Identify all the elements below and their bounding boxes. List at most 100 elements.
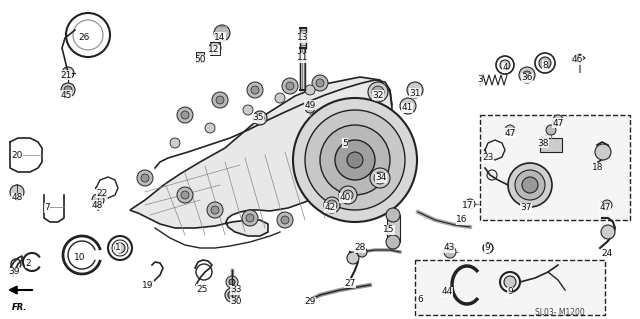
Circle shape (386, 208, 400, 222)
Circle shape (444, 246, 456, 258)
Circle shape (539, 57, 551, 69)
Circle shape (209, 42, 221, 54)
Text: 10: 10 (74, 254, 86, 263)
Circle shape (243, 105, 253, 115)
Circle shape (357, 247, 367, 257)
Text: 37: 37 (520, 204, 532, 212)
Circle shape (92, 194, 104, 206)
Text: 9: 9 (484, 243, 490, 253)
Circle shape (253, 111, 267, 125)
Circle shape (62, 67, 74, 79)
Text: 16: 16 (456, 216, 468, 225)
Text: 41: 41 (401, 103, 413, 113)
Circle shape (228, 291, 236, 299)
Circle shape (316, 79, 324, 87)
Circle shape (519, 67, 535, 83)
Circle shape (246, 214, 254, 222)
Circle shape (305, 103, 315, 113)
Circle shape (181, 191, 189, 199)
Polygon shape (540, 138, 562, 152)
Circle shape (256, 114, 264, 122)
Polygon shape (196, 52, 204, 62)
Circle shape (226, 276, 238, 288)
Circle shape (324, 197, 340, 213)
Text: 27: 27 (344, 278, 356, 287)
Circle shape (305, 85, 315, 95)
Text: 47: 47 (599, 204, 611, 212)
Text: 20: 20 (12, 151, 22, 160)
Text: 48: 48 (92, 201, 102, 210)
Circle shape (181, 111, 189, 119)
Polygon shape (130, 77, 392, 236)
Circle shape (64, 86, 72, 94)
Circle shape (170, 138, 180, 148)
Circle shape (347, 252, 359, 264)
Text: 17: 17 (462, 201, 474, 210)
Circle shape (335, 140, 375, 180)
Text: 6: 6 (417, 294, 423, 303)
Circle shape (61, 83, 75, 97)
FancyBboxPatch shape (415, 260, 605, 315)
Circle shape (212, 92, 228, 108)
Circle shape (115, 243, 125, 253)
Circle shape (281, 216, 289, 224)
Circle shape (374, 172, 386, 184)
Text: 44: 44 (442, 287, 452, 296)
Circle shape (225, 288, 239, 302)
Text: 12: 12 (208, 46, 220, 55)
Text: 38: 38 (537, 138, 548, 147)
Text: 48: 48 (12, 194, 22, 203)
Text: 5: 5 (342, 138, 348, 147)
Text: 26: 26 (78, 33, 90, 42)
Text: 11: 11 (297, 54, 308, 63)
Text: 49: 49 (304, 100, 316, 109)
Circle shape (339, 186, 357, 204)
Text: 40: 40 (339, 194, 351, 203)
Text: 14: 14 (214, 33, 226, 41)
Text: 23: 23 (483, 153, 493, 162)
FancyBboxPatch shape (480, 115, 630, 220)
Text: 47: 47 (504, 129, 516, 137)
Circle shape (216, 96, 224, 104)
Text: 33: 33 (230, 286, 242, 294)
Circle shape (305, 110, 405, 210)
Circle shape (370, 168, 390, 188)
Text: 22: 22 (97, 189, 108, 197)
Circle shape (372, 86, 384, 98)
Text: 46: 46 (572, 56, 582, 64)
Text: 47: 47 (552, 118, 564, 128)
Circle shape (211, 206, 219, 214)
Circle shape (500, 60, 510, 70)
Text: 13: 13 (297, 33, 308, 42)
Text: 24: 24 (602, 249, 612, 257)
Circle shape (343, 190, 353, 200)
Text: 9: 9 (507, 287, 513, 296)
Text: 28: 28 (355, 243, 365, 253)
Circle shape (368, 82, 388, 102)
Text: 29: 29 (304, 298, 316, 307)
Text: 7: 7 (44, 204, 50, 212)
Text: 25: 25 (196, 285, 208, 293)
Text: 32: 32 (372, 91, 384, 100)
Text: 3: 3 (477, 76, 483, 85)
Circle shape (522, 177, 538, 193)
Circle shape (465, 199, 475, 209)
Circle shape (386, 235, 400, 249)
Circle shape (515, 170, 545, 200)
Circle shape (137, 170, 153, 186)
Circle shape (247, 82, 263, 98)
Circle shape (251, 86, 259, 94)
Circle shape (229, 279, 235, 285)
Text: 15: 15 (383, 226, 395, 234)
Text: 4: 4 (502, 63, 508, 72)
Text: 43: 43 (444, 243, 454, 253)
Circle shape (407, 82, 423, 98)
Circle shape (320, 125, 390, 195)
Text: 45: 45 (60, 91, 72, 100)
Circle shape (286, 82, 294, 90)
Circle shape (602, 200, 612, 210)
Circle shape (214, 25, 230, 41)
Text: 39: 39 (8, 268, 20, 277)
Circle shape (601, 225, 615, 239)
Circle shape (177, 107, 193, 123)
